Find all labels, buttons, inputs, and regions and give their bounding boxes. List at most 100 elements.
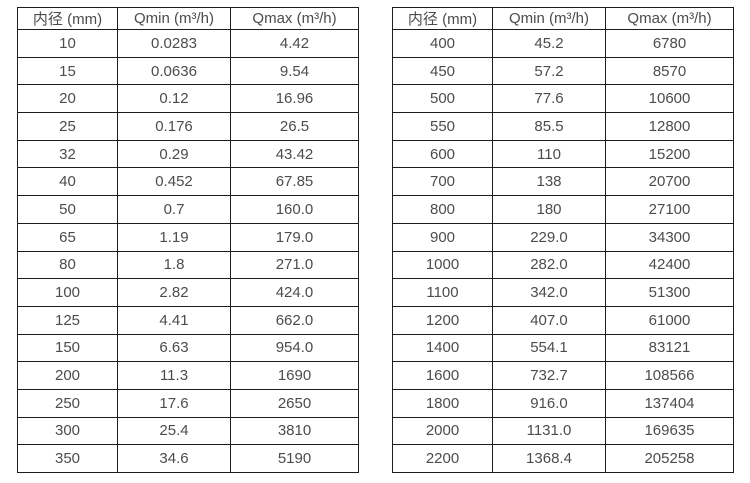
table-cell: 32 bbox=[17, 139, 118, 169]
flow-range-tables: 内径 (mm) Qmin (m³/h) Qmax (m³/h) 10 0.0283… bbox=[17, 7, 734, 473]
table-row: 500 77.6 10600 bbox=[392, 84, 734, 114]
table-header-row: 内径 (mm) Qmin (m³/h) Qmax (m³/h) bbox=[17, 7, 359, 30]
table-cell: 342.0 bbox=[492, 278, 606, 307]
column-header-qmax: Qmax (m³/h) bbox=[605, 7, 734, 30]
table-row: 400 45.2 6780 bbox=[392, 29, 734, 58]
table-row: 1600 732.7 108566 bbox=[392, 361, 734, 390]
table-cell: 100 bbox=[17, 278, 118, 307]
table-cell: 0.7 bbox=[117, 195, 231, 224]
table-row: 15 0.0636 9.54 bbox=[17, 56, 359, 86]
table-cell: 732.7 bbox=[492, 361, 606, 390]
table-cell: 2.82 bbox=[117, 278, 231, 307]
table-cell: 25 bbox=[17, 112, 118, 141]
table-body: 400 45.2 6780 450 57.2 8570 500 77.6 10600 550 85.… bbox=[392, 29, 734, 473]
table-cell: 1800 bbox=[392, 388, 493, 418]
table-cell: 26.5 bbox=[230, 112, 359, 141]
table-cell: 16.96 bbox=[230, 84, 359, 114]
table-cell: 450 bbox=[392, 56, 493, 86]
table-row: 125 4.41 662.0 bbox=[17, 305, 359, 335]
table-cell: 10 bbox=[17, 29, 118, 58]
table-cell: 1.8 bbox=[117, 250, 231, 280]
table-cell: 1.19 bbox=[117, 222, 231, 252]
table-row: 900 229.0 34300 bbox=[392, 222, 734, 252]
table-row: 65 1.19 179.0 bbox=[17, 222, 359, 252]
table-cell: 954.0 bbox=[230, 333, 359, 363]
flow-table-small-diameters: 内径 (mm) Qmin (m³/h) Qmax (m³/h) 10 0.0283… bbox=[17, 7, 359, 473]
table-cell: 42400 bbox=[605, 250, 734, 280]
table-cell: 65 bbox=[17, 222, 118, 252]
table-cell: 179.0 bbox=[230, 222, 359, 252]
table-cell: 34.6 bbox=[117, 444, 231, 473]
table-cell: 4.41 bbox=[117, 305, 231, 335]
table-cell: 1368.4 bbox=[492, 444, 606, 473]
table-cell: 700 bbox=[392, 167, 493, 197]
table-row: 32 0.29 43.42 bbox=[17, 139, 359, 169]
table-body: 10 0.0283 4.42 15 0.0636 9.54 20 0.12 16.96 25 0.1… bbox=[17, 29, 359, 473]
table-row: 200 11.3 1690 bbox=[17, 361, 359, 390]
flow-table-large-diameters: 内径 (mm) Qmin (m³/h) Qmax (m³/h) 400 45.2 6… bbox=[392, 7, 734, 473]
table-row: 800 180 27100 bbox=[392, 195, 734, 224]
table-cell: 125 bbox=[17, 305, 118, 335]
table-header-row: 内径 (mm) Qmin (m³/h) Qmax (m³/h) bbox=[392, 7, 734, 30]
table-cell: 282.0 bbox=[492, 250, 606, 280]
table-cell: 27100 bbox=[605, 195, 734, 224]
table-cell: 0.12 bbox=[117, 84, 231, 114]
table-row: 40 0.452 67.85 bbox=[17, 167, 359, 197]
table-cell: 138 bbox=[492, 167, 606, 197]
table-cell: 160.0 bbox=[230, 195, 359, 224]
table-cell: 9.54 bbox=[230, 56, 359, 86]
table-cell: 0.452 bbox=[117, 167, 231, 197]
table-cell: 8570 bbox=[605, 56, 734, 86]
table-cell: 110 bbox=[492, 139, 606, 169]
table-cell: 15 bbox=[17, 56, 118, 86]
table-cell: 85.5 bbox=[492, 112, 606, 141]
table-row: 50 0.7 160.0 bbox=[17, 195, 359, 224]
table-row: 10 0.0283 4.42 bbox=[17, 29, 359, 58]
table-cell: 6780 bbox=[605, 29, 734, 58]
table-cell: 200 bbox=[17, 361, 118, 390]
table-cell: 2650 bbox=[230, 388, 359, 418]
table-row: 80 1.8 271.0 bbox=[17, 250, 359, 280]
table-cell: 800 bbox=[392, 195, 493, 224]
table-cell: 137404 bbox=[605, 388, 734, 418]
table-cell: 34300 bbox=[605, 222, 734, 252]
table-cell: 180 bbox=[492, 195, 606, 224]
column-header-diameter: 内径 (mm) bbox=[17, 7, 118, 30]
table-cell: 1000 bbox=[392, 250, 493, 280]
table-cell: 0.29 bbox=[117, 139, 231, 169]
table-cell: 400 bbox=[392, 29, 493, 58]
table-cell: 50 bbox=[17, 195, 118, 224]
column-header-qmin: Qmin (m³/h) bbox=[492, 7, 606, 30]
table-cell: 1690 bbox=[230, 361, 359, 390]
table-cell: 61000 bbox=[605, 305, 734, 335]
table-cell: 271.0 bbox=[230, 250, 359, 280]
table-row: 2200 1368.4 205258 bbox=[392, 444, 734, 473]
table-cell: 0.176 bbox=[117, 112, 231, 141]
table-cell: 43.42 bbox=[230, 139, 359, 169]
table-row: 1200 407.0 61000 bbox=[392, 305, 734, 335]
table-cell: 108566 bbox=[605, 361, 734, 390]
table-cell: 900 bbox=[392, 222, 493, 252]
table-cell: 205258 bbox=[605, 444, 734, 473]
table-cell: 500 bbox=[392, 84, 493, 114]
column-header-diameter: 内径 (mm) bbox=[392, 7, 493, 30]
table-cell: 17.6 bbox=[117, 388, 231, 418]
table-cell: 550 bbox=[392, 112, 493, 141]
table-cell: 662.0 bbox=[230, 305, 359, 335]
table-row: 20 0.12 16.96 bbox=[17, 84, 359, 114]
table-cell: 1131.0 bbox=[492, 416, 606, 446]
table-cell: 20 bbox=[17, 84, 118, 114]
table-row: 700 138 20700 bbox=[392, 167, 734, 197]
column-header-qmin: Qmin (m³/h) bbox=[117, 7, 231, 30]
table-row: 150 6.63 954.0 bbox=[17, 333, 359, 363]
table-cell: 0.0283 bbox=[117, 29, 231, 58]
table-cell: 67.85 bbox=[230, 167, 359, 197]
table-row: 250 17.6 2650 bbox=[17, 388, 359, 418]
table-cell: 12800 bbox=[605, 112, 734, 141]
table-cell: 11.3 bbox=[117, 361, 231, 390]
table-row: 25 0.176 26.5 bbox=[17, 112, 359, 141]
table-cell: 1600 bbox=[392, 361, 493, 390]
table-cell: 77.6 bbox=[492, 84, 606, 114]
table-cell: 80 bbox=[17, 250, 118, 280]
table-cell: 300 bbox=[17, 416, 118, 446]
